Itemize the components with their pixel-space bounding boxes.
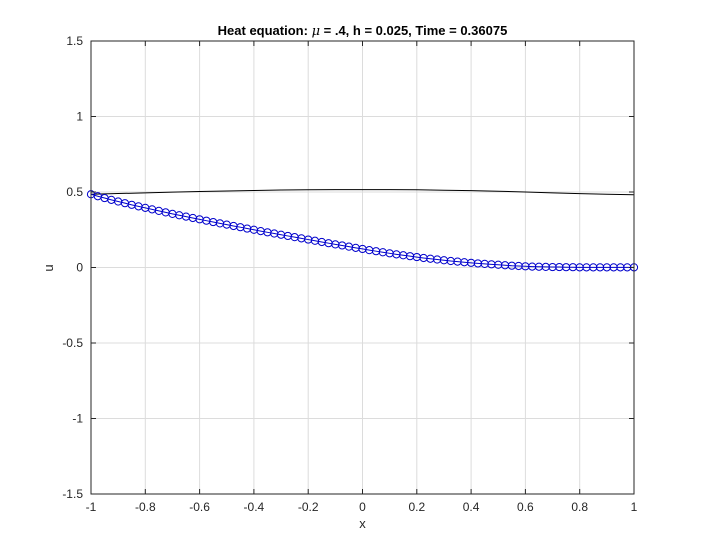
y-tick-label: -0.5 <box>62 336 83 350</box>
y-axis-label: u <box>41 264 56 271</box>
series-marker-line <box>90 193 634 268</box>
ticks: -1 -0.8 -0.6 -0.4 -0.2 0 0.2 0.4 0.6 0.8 1-1.5-1-0… <box>62 34 637 514</box>
x-tick-label: -0.2 <box>298 500 319 514</box>
x-tick-label: 0.4 <box>463 500 480 514</box>
x-tick-label: -0.4 <box>244 500 265 514</box>
x-tick-label: -0.8 <box>135 500 156 514</box>
x-tick-label: -1 <box>86 500 97 514</box>
x-tick-label: 0.8 <box>571 500 588 514</box>
series-markers <box>86 190 639 272</box>
y-tick-label: 0.5 <box>66 185 83 199</box>
series-layer <box>86 189 639 272</box>
title-suffix: = .4, h = 0.025, Time = 0.36075 <box>320 23 507 38</box>
x-tick-label: 0.6 <box>517 500 534 514</box>
y-tick-label: -1 <box>72 412 83 426</box>
y-tick-label: 1.5 <box>66 34 83 48</box>
x-tick-label: 1 <box>631 500 638 514</box>
y-tick-label: -1.5 <box>62 487 83 501</box>
x-tick-label: 0.2 <box>408 500 425 514</box>
chart-title: Heat equation: μ = .4, h = 0.025, Time =… <box>218 23 508 39</box>
y-tick-label: 1 <box>76 110 83 124</box>
x-tick-label: -0.6 <box>189 500 210 514</box>
x-axis-label: x <box>359 516 366 531</box>
title-prefix: Heat equation: <box>218 23 312 38</box>
x-tick-label: 0 <box>359 500 366 514</box>
title-mu-symbol: μ <box>312 24 320 39</box>
y-tick-label: 0 <box>76 261 83 275</box>
series-line <box>90 189 635 196</box>
